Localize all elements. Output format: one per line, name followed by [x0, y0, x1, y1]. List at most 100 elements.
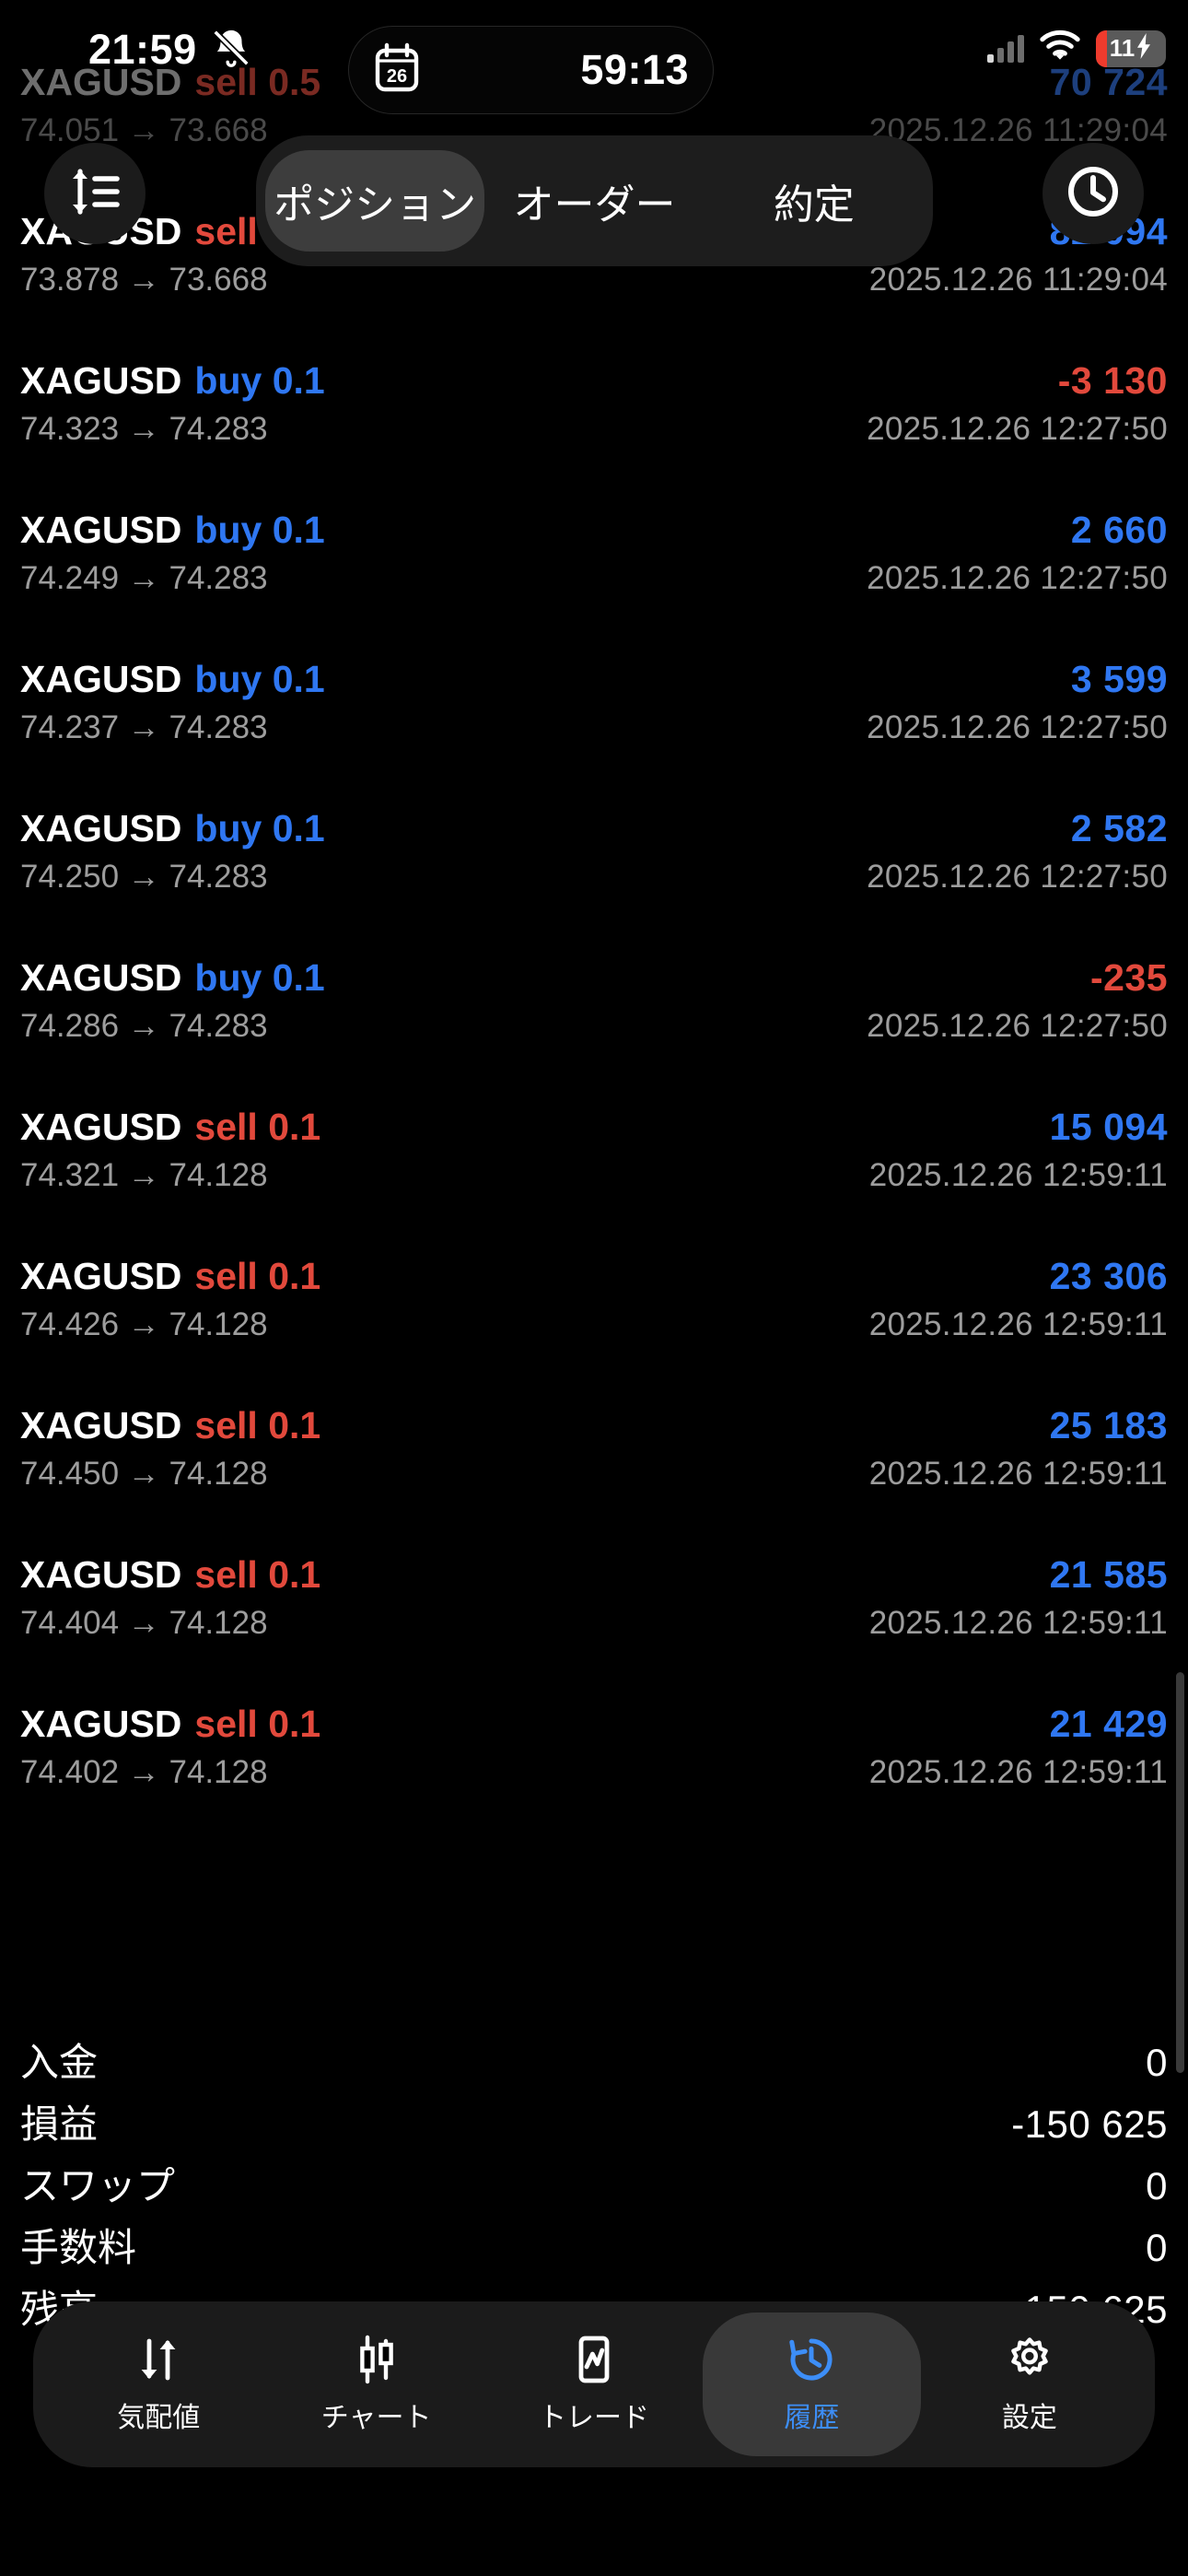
- summary-value: 0: [1146, 2041, 1168, 2084]
- tab-1[interactable]: オーダー: [513, 182, 676, 228]
- trade-volume: 0.1: [268, 1553, 321, 1596]
- tab-0[interactable]: ポジション: [265, 150, 485, 252]
- trade-row[interactable]: XAGUSD buy 0.1 2 582 74.250 → 74.283 2025.12…: [0, 794, 1188, 943]
- trade-symbol: XAGUSD: [20, 359, 182, 402]
- trade-symbol: XAGUSD: [20, 1404, 182, 1446]
- nav-label: 気配値: [117, 2403, 201, 2433]
- trade-close-time: 2025.12.26 12:27:50: [867, 859, 1168, 895]
- trade-row[interactable]: XAGUSD sell 0.1 23 306 74.426 → 74.128 2025.…: [0, 1242, 1188, 1391]
- trade-close-time: 2025.12.26 12:59:11: [868, 1456, 1168, 1492]
- trade-side: sell 0.1: [194, 1553, 320, 1596]
- trade-side-label: buy: [194, 509, 262, 551]
- vertical-scrollbar[interactable]: [1176, 1672, 1184, 2073]
- trade-close-time: 2025.12.26 12:27:50: [867, 411, 1168, 447]
- trade-row[interactable]: XAGUSD buy 0.1 -235 74.286 → 74.283 2025.12.…: [0, 943, 1188, 1093]
- trade-close-time: 2025.12.26 11:29:04: [868, 112, 1168, 148]
- trade-side: buy 0.1: [194, 359, 324, 402]
- trade-side-label: sell: [194, 1404, 258, 1446]
- trade-price-range: 74.426 → 74.128: [20, 1306, 268, 1342]
- trade-close-time: 2025.12.26 12:59:11: [868, 1157, 1168, 1193]
- summary-label: 入金: [20, 2041, 99, 2084]
- trade-symbol: XAGUSD: [20, 956, 182, 999]
- trade-price-range: 74.249 → 74.283: [20, 560, 268, 596]
- trade-side: buy 0.1: [194, 658, 324, 700]
- trade-side: sell 0.1: [194, 1106, 320, 1148]
- history-button[interactable]: [1042, 143, 1144, 244]
- trade-volume: 0.1: [272, 509, 325, 551]
- trade-symbol: XAGUSD: [20, 1255, 182, 1297]
- trade-close-time: 2025.12.26 12:27:50: [867, 1008, 1168, 1044]
- trade-price-range: 74.051 → 73.668: [20, 112, 268, 148]
- trade-symbol: XAGUSD: [20, 807, 182, 849]
- trade-volume: 0.1: [272, 807, 325, 849]
- clock-history-icon: [786, 2334, 837, 2385]
- trade-volume: 0.1: [272, 658, 325, 700]
- trade-row[interactable]: XAGUSD sell 0.5 70 724 74.051 → 73.668 2025.…: [0, 48, 1188, 197]
- trade-row[interactable]: XAGUSD sell 0.1 21 429 74.402 → 74.128 2025.…: [0, 1690, 1188, 1839]
- summary-value: 0: [1146, 2164, 1168, 2207]
- trade-side-label: sell: [194, 61, 258, 103]
- sort-button[interactable]: [44, 143, 146, 244]
- trade-price-range: 74.250 → 74.283: [20, 859, 268, 895]
- sort-list-icon: [67, 166, 122, 222]
- clock-history-icon: [1064, 162, 1123, 226]
- summary-label: 手数料: [20, 2226, 137, 2269]
- trade-volume: 0.1: [268, 1404, 321, 1446]
- trade-volume: 0.1: [272, 956, 325, 999]
- trade-side: buy 0.1: [194, 956, 324, 999]
- trade-profit: 15 094: [1049, 1106, 1168, 1148]
- trade-volume: 0.1: [268, 1106, 321, 1148]
- trade-side-label: sell: [194, 1255, 258, 1297]
- nav-item-0[interactable]: 気配値: [50, 2313, 267, 2456]
- trade-line-chart-icon: [568, 2334, 620, 2385]
- trade-side: buy 0.1: [194, 509, 324, 551]
- trade-side-label: sell: [194, 1703, 258, 1745]
- nav-label: トレード: [539, 2403, 650, 2433]
- trade-profit: 3 599: [1070, 658, 1168, 700]
- summary-label: スワップ: [20, 2164, 176, 2207]
- summary-row: 入金 0: [20, 2032, 1168, 2093]
- trade-close-time: 2025.12.26 12:59:11: [868, 1754, 1168, 1790]
- trade-profit: -235: [1089, 956, 1168, 999]
- trade-row[interactable]: XAGUSD buy 0.1 3 599 74.237 → 74.283 2025.12…: [0, 645, 1188, 794]
- trade-profit: 25 183: [1049, 1404, 1168, 1446]
- trade-side-label: buy: [194, 956, 262, 999]
- trade-profit: 70 724: [1049, 61, 1168, 103]
- candlestick-icon: [351, 2334, 402, 2385]
- trade-price-range: 74.237 → 74.283: [20, 709, 268, 745]
- trade-close-time: 2025.12.26 12:59:11: [868, 1306, 1168, 1342]
- trade-row[interactable]: XAGUSD sell 0.1 21 585 74.404 → 74.128 2025.…: [0, 1540, 1188, 1690]
- summary-label: 損益: [20, 2102, 99, 2146]
- trade-close-time: 2025.12.26 11:29:04: [868, 262, 1168, 298]
- trade-volume: 0.5: [268, 61, 321, 103]
- trade-volume: 0.1: [268, 1703, 321, 1745]
- trade-symbol: XAGUSD: [20, 658, 182, 700]
- nav-item-1[interactable]: チャート: [267, 2313, 484, 2456]
- nav-item-4[interactable]: 設定: [921, 2313, 1138, 2456]
- summary-row: 損益 -150 625: [20, 2093, 1168, 2155]
- trade-row[interactable]: XAGUSD sell 0.1 15 094 74.321 → 74.128 2025.…: [0, 1093, 1188, 1242]
- trade-symbol: XAGUSD: [20, 1106, 182, 1148]
- trade-row[interactable]: XAGUSD sell 0.1 25 183 74.450 → 74.128 2025.…: [0, 1391, 1188, 1540]
- trade-price-range: 74.402 → 74.128: [20, 1754, 268, 1790]
- trade-close-time: 2025.12.26 12:27:50: [867, 709, 1168, 745]
- nav-item-2[interactable]: トレード: [485, 2313, 703, 2456]
- trade-row[interactable]: XAGUSD buy 0.1 -3 130 74.323 → 74.283 2025.1…: [0, 346, 1188, 496]
- trade-price-range: 74.323 → 74.283: [20, 411, 268, 447]
- trade-close-time: 2025.12.26 12:59:11: [868, 1605, 1168, 1641]
- trade-symbol: XAGUSD: [20, 1703, 182, 1745]
- trade-profit: -3 130: [1057, 359, 1168, 402]
- trade-price-range: 73.878 → 73.668: [20, 262, 268, 298]
- trade-side: sell 0.1: [194, 1703, 320, 1745]
- trade-side-label: sell: [194, 210, 258, 252]
- tab-2[interactable]: 約定: [773, 182, 855, 228]
- trade-price-range: 74.286 → 74.283: [20, 1008, 268, 1044]
- trade-volume: 0.1: [268, 1255, 321, 1297]
- trade-side: sell 0.1: [194, 1404, 320, 1446]
- nav-item-3[interactable]: 履歴: [703, 2313, 921, 2456]
- trade-side: sell 0.1: [194, 1255, 320, 1297]
- trade-row[interactable]: XAGUSD buy 0.1 2 660 74.249 → 74.283 2025.12…: [0, 496, 1188, 645]
